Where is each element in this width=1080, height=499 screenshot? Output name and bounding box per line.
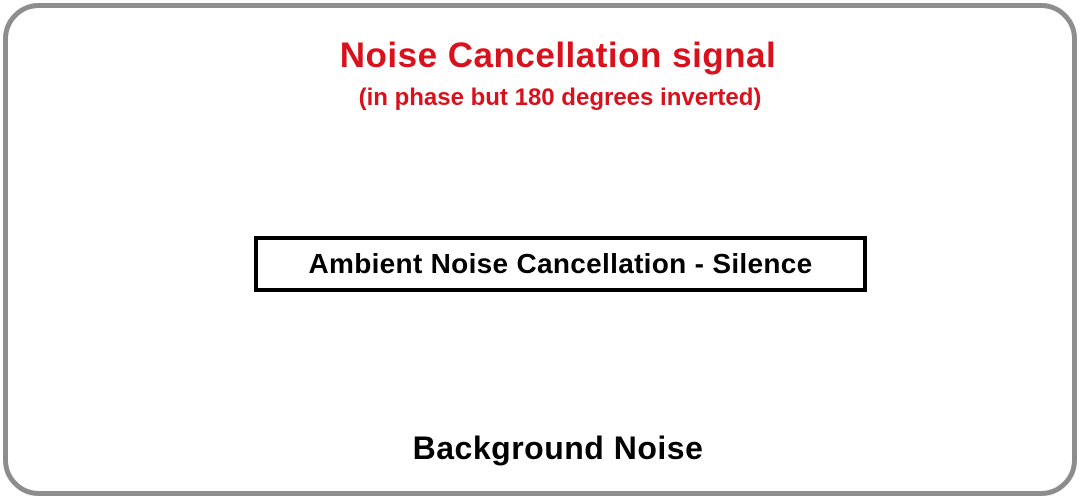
background-noise-label: Background Noise	[412, 430, 704, 466]
diagram-subtitle: (in phase but 180 degrees inverted)	[358, 84, 762, 111]
diagram-title: Noise Cancellation signal	[339, 36, 777, 75]
silence-label: Ambient Noise Cancellation - Silence	[308, 248, 813, 279]
silence-label-box: Ambient Noise Cancellation - Silence	[254, 236, 867, 292]
